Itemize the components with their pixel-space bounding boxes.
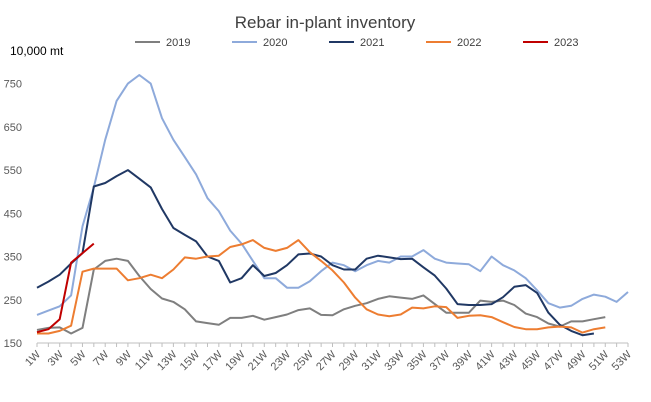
- x-tick-label-29w: 29W: [337, 348, 362, 373]
- x-tick-label-51w: 51W: [587, 348, 612, 373]
- series-line-2021: [36, 169, 595, 337]
- x-tick-label-45w: 45W: [519, 348, 544, 373]
- y-tick-label-650: 650: [4, 122, 22, 134]
- x-tick-label-43w: 43W: [496, 348, 521, 373]
- x-tick-label-31w: 31W: [360, 348, 385, 373]
- series-layer: [36, 74, 629, 337]
- legend-item-2021: 2021: [329, 37, 384, 49]
- y-tick-label-250: 250: [4, 295, 22, 307]
- x-tick-label-21w: 21W: [246, 348, 271, 373]
- x-tick-label-41w: 41W: [473, 348, 498, 373]
- x-tick-label-47w: 47W: [541, 348, 566, 373]
- chart-title: Rebar in-plant inventory: [235, 13, 416, 32]
- y-tick-label-350: 350: [4, 252, 22, 264]
- legend-item-2023: 2023: [523, 37, 578, 49]
- x-tick-label-23w: 23W: [269, 348, 294, 373]
- y-unit-label: 10,000 mt: [10, 44, 64, 58]
- x-tick-label-19w: 19W: [223, 348, 248, 373]
- legend: 2019 2020 2021 2022 2023: [135, 37, 578, 49]
- x-tick-label-3w: 3W: [46, 348, 67, 369]
- x-tick-label-1w: 1W: [23, 348, 44, 369]
- x-tick-label-5w: 5W: [68, 348, 89, 369]
- x-tick-label-13w: 13W: [155, 348, 180, 373]
- x-tick-label-25w: 25W: [291, 348, 316, 373]
- x-tick-label-33w: 33W: [382, 348, 407, 373]
- y-tick-label-550: 550: [4, 165, 22, 177]
- legend-label-2022: 2022: [457, 37, 481, 49]
- x-tick-label-27w: 27W: [314, 348, 339, 373]
- y-tick-label-150: 150: [4, 338, 22, 350]
- legend-item-2022: 2022: [426, 37, 481, 49]
- x-tick-label-17w: 17W: [200, 348, 225, 373]
- x-tick-label-9w: 9W: [114, 348, 135, 369]
- y-tick-label-750: 750: [4, 79, 22, 91]
- legend-item-2019: 2019: [135, 37, 190, 49]
- x-tick-label-15w: 15W: [178, 348, 203, 373]
- series-line-2020: [36, 74, 629, 316]
- legend-label-2021: 2021: [360, 37, 384, 49]
- series-line-2023: [36, 242, 95, 334]
- x-axis: 1W 3W 5W 7W 9W11W13W15W17W19W21W23W25W27W29W…: [23, 342, 635, 373]
- x-tick-label-11w: 11W: [133, 348, 157, 372]
- x-tick-label-35w: 35W: [405, 348, 430, 373]
- legend-label-2019: 2019: [166, 37, 190, 49]
- x-tick-label-39w: 39W: [451, 348, 476, 373]
- x-tick-label-7w: 7W: [91, 348, 112, 369]
- y-tick-label-450: 450: [4, 208, 22, 220]
- legend-label-2020: 2020: [263, 37, 287, 49]
- series-line-2022: [37, 239, 606, 335]
- x-tick-label-49w: 49W: [564, 348, 589, 373]
- legend-item-2020: 2020: [232, 37, 287, 49]
- x-tick-label-37w: 37W: [428, 348, 453, 373]
- series-line-2019: [36, 257, 606, 335]
- x-tick-label-53w: 53W: [610, 348, 635, 373]
- y-axis: 150 250 350 450 550 650 750: [4, 79, 22, 350]
- legend-label-2023: 2023: [554, 37, 578, 49]
